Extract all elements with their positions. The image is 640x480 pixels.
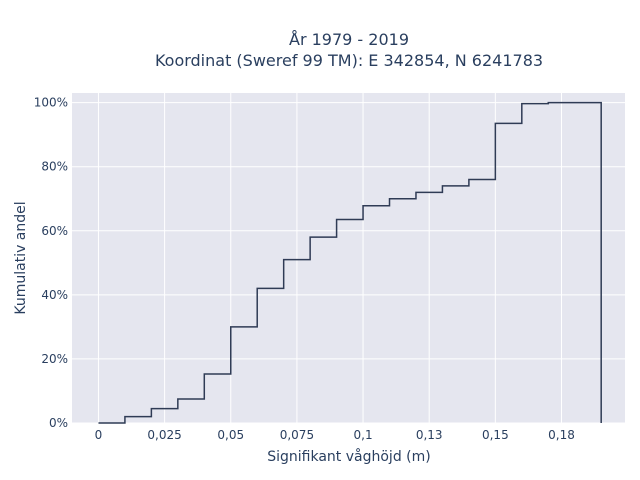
x-tick-label: 0 [95,428,103,442]
x-tick-label: 0,025 [147,428,181,442]
x-tick-label: 0,075 [280,428,314,442]
x-tick-label: 0,18 [548,428,575,442]
y-tick-labels: 0% 20% 40% 60% 80% 100% [34,96,68,430]
y-tick-label: 40% [41,288,68,302]
plot-background [72,93,625,423]
x-tick-label: 0,13 [416,428,443,442]
y-tick-label: 100% [34,96,68,110]
y-tick-label: 0% [49,416,68,430]
y-gridlines [72,102,625,424]
y-tick-label: 60% [41,224,68,238]
y-axis-title: Kumulativ andel [13,201,29,314]
x-tick-label: 0,1 [354,428,373,442]
x-axis-title: Signifikant våghöjd (m) [267,448,430,465]
y-tick-label: 20% [41,352,68,366]
y-tick-label: 80% [41,160,68,174]
chart-title-line2: Koordinat (Sweref 99 TM): E 342854, N 62… [155,51,543,70]
x-tick-label: 0,05 [217,428,244,442]
x-tick-label: 0,15 [482,428,509,442]
x-tick-labels: 0 0,025 0,05 0,075 0,1 0,13 0,15 0,18 [95,428,575,442]
cumulative-step-line [98,101,602,424]
chart-title-line1: År 1979 - 2019 [289,30,409,49]
